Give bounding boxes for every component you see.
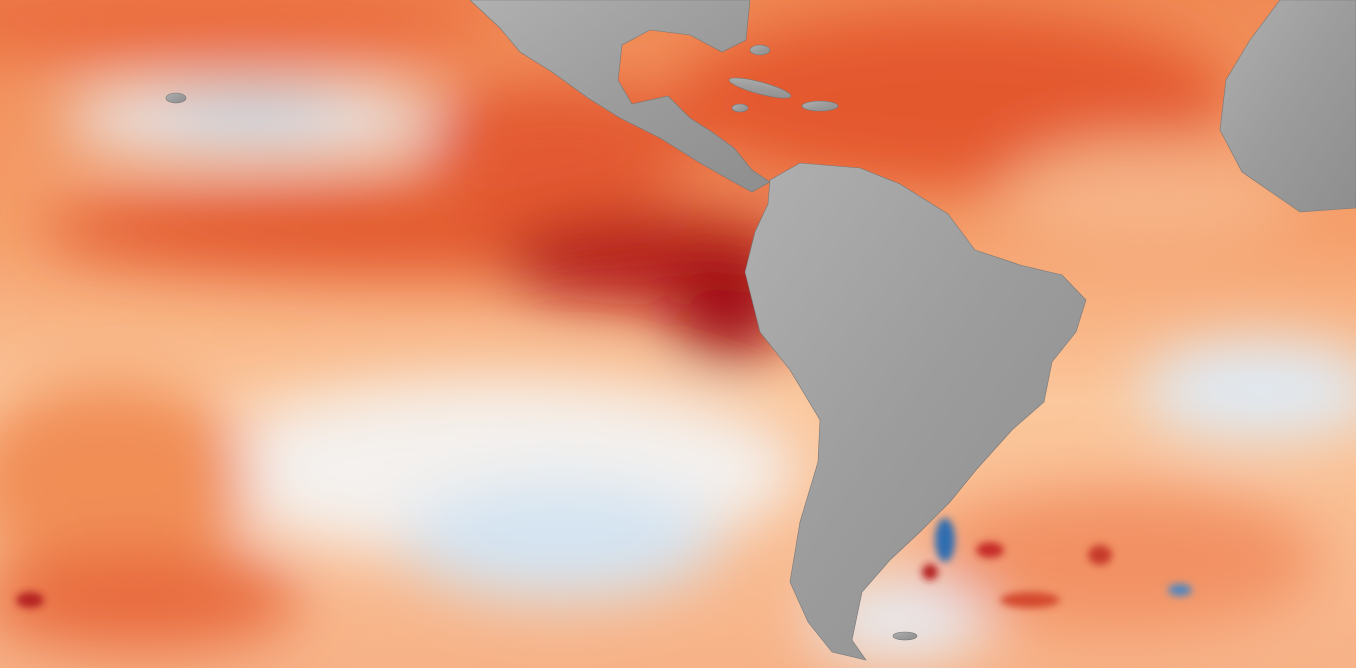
africa (1219, 0, 1356, 213)
hawaii (165, 92, 187, 104)
north-central-america (469, 0, 771, 193)
caribbean-islands (728, 44, 839, 113)
south-america (744, 162, 1087, 661)
falkland-islands (892, 631, 918, 641)
land (165, 0, 1356, 661)
